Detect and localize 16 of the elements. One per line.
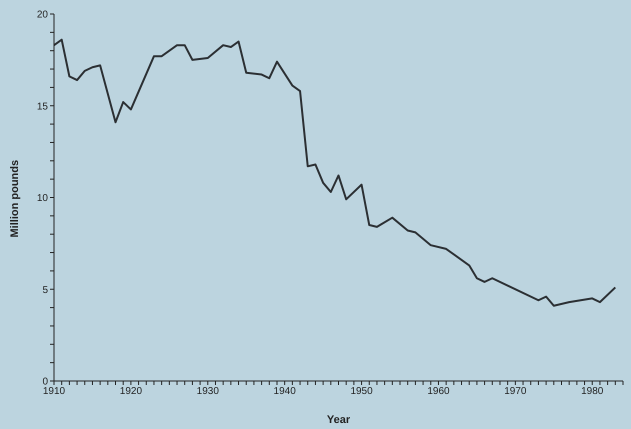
y-tick-label: 0 [42,376,48,388]
x-tick-label: 1960 [427,386,450,398]
x-tick-label: 1930 [196,386,220,398]
x-axis-title: Year [326,414,351,426]
y-tick-label: 15 [36,101,48,112]
y-tick-label: 10 [36,193,48,204]
x-tick-label: 1920 [120,386,142,398]
x-tick-label: 1970 [504,386,527,398]
x-tick-label: 1940 [274,386,296,398]
y-axis-title: Million pounds [8,160,21,238]
line-series [54,38,616,307]
x-tick-label: 1950 [350,386,374,398]
x-tick-label: 1910 [42,386,66,398]
y-tick-label: 5 [42,284,48,296]
y-tick-label: 20 [36,10,48,21]
x-tick-label: 1980 [581,386,604,398]
